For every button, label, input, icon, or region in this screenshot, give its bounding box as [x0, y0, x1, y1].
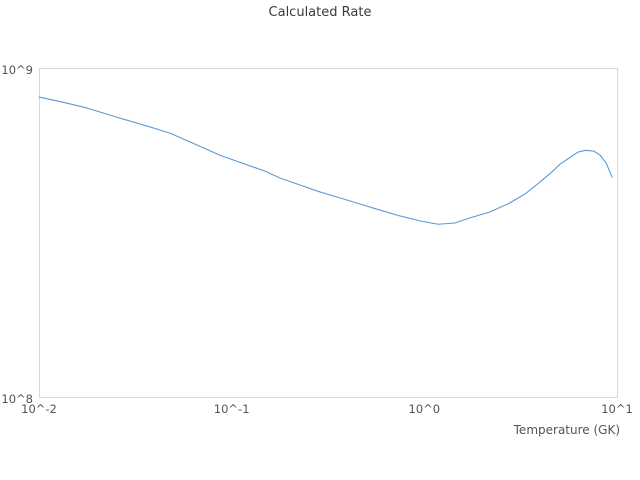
y-tick-label: 10^9	[1, 63, 33, 77]
chart-title: Calculated Rate	[268, 5, 372, 20]
plot-border	[39, 68, 618, 398]
series-line-calculated-rate	[38, 96, 613, 225]
x-tick-label: 10^0	[408, 402, 441, 416]
x-tick-label: 10^1	[601, 402, 633, 416]
x-axis-title: Temperature (GK)	[513, 423, 620, 437]
x-tick-label: 10^-1	[213, 402, 250, 416]
x-tick-label: 10^-2	[21, 402, 57, 416]
y-tick-label: 10^8	[1, 392, 33, 406]
